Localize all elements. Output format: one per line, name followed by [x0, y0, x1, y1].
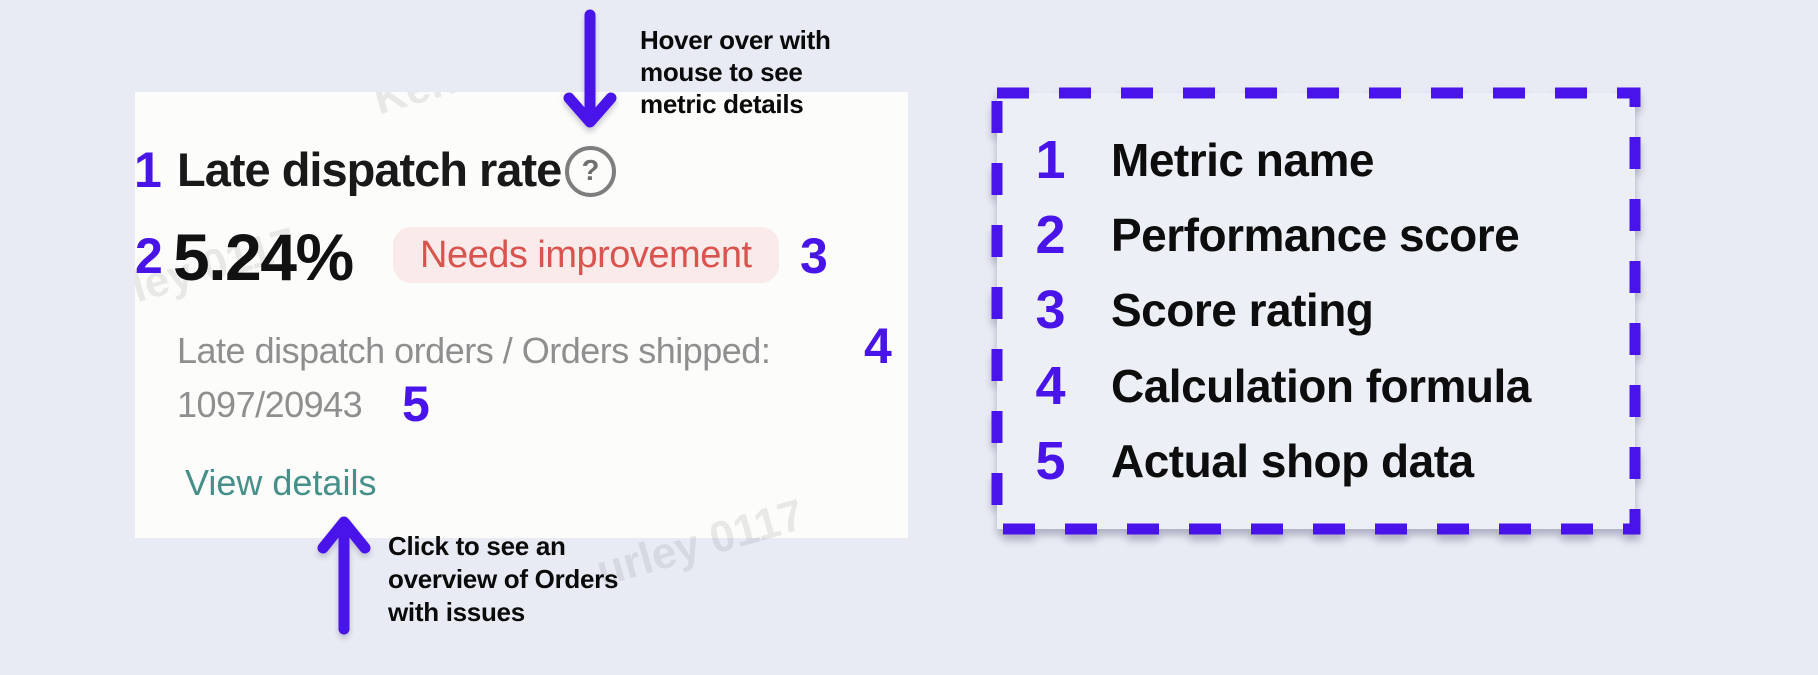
help-icon[interactable]: ? — [565, 146, 616, 197]
legend-number: 2 — [1035, 205, 1065, 265]
calculation-formula: Late dispatch orders / Orders shipped: — [177, 330, 771, 371]
legend-label: Performance score — [1111, 209, 1520, 261]
legend-label: Metric name — [1111, 134, 1374, 186]
click-note-line: with issues — [388, 597, 525, 627]
click-note-line: Click to see an — [388, 531, 566, 561]
performance-score: 5.24% — [173, 220, 354, 294]
callout-number-shop-data: 5 — [402, 376, 430, 432]
legend-number: 4 — [1035, 356, 1065, 416]
legend-label: Score rating — [1111, 284, 1374, 336]
click-note-line: overview of Orders — [388, 564, 619, 594]
callout-number-rating: 3 — [800, 228, 828, 284]
view-details-link[interactable]: View details — [185, 462, 377, 503]
legend-label: Actual shop data — [1111, 435, 1474, 487]
shop-data-value: 1097/20943 — [177, 384, 363, 425]
question-mark-glyph: ? — [581, 155, 600, 187]
hover-note: Hover over with mouse to see metric deta… — [640, 24, 831, 120]
legend-number: 1 — [1035, 130, 1065, 190]
hover-note-line: metric details — [640, 89, 804, 119]
callout-number-metric-name: 1 — [134, 142, 162, 198]
score-rating-badge: Needs improvement — [393, 227, 779, 283]
legend-number: 3 — [1035, 280, 1065, 340]
watermark-text: Kendal — [368, 92, 523, 125]
metric-name: Late dispatch rate — [177, 143, 562, 196]
click-note: Click to see an overview of Orders with … — [388, 530, 618, 629]
metric-card: Kendal ley 0117 — [135, 92, 908, 538]
callout-number-score: 2 — [135, 228, 163, 284]
callout-number-formula: 4 — [864, 318, 892, 374]
hover-note-line: mouse to see — [640, 57, 803, 87]
hover-note-line: Hover over with — [640, 25, 831, 55]
legend-number: 5 — [1035, 431, 1065, 491]
up-arrow-icon — [317, 516, 371, 635]
legend-label: Calculation formula — [1111, 360, 1531, 412]
